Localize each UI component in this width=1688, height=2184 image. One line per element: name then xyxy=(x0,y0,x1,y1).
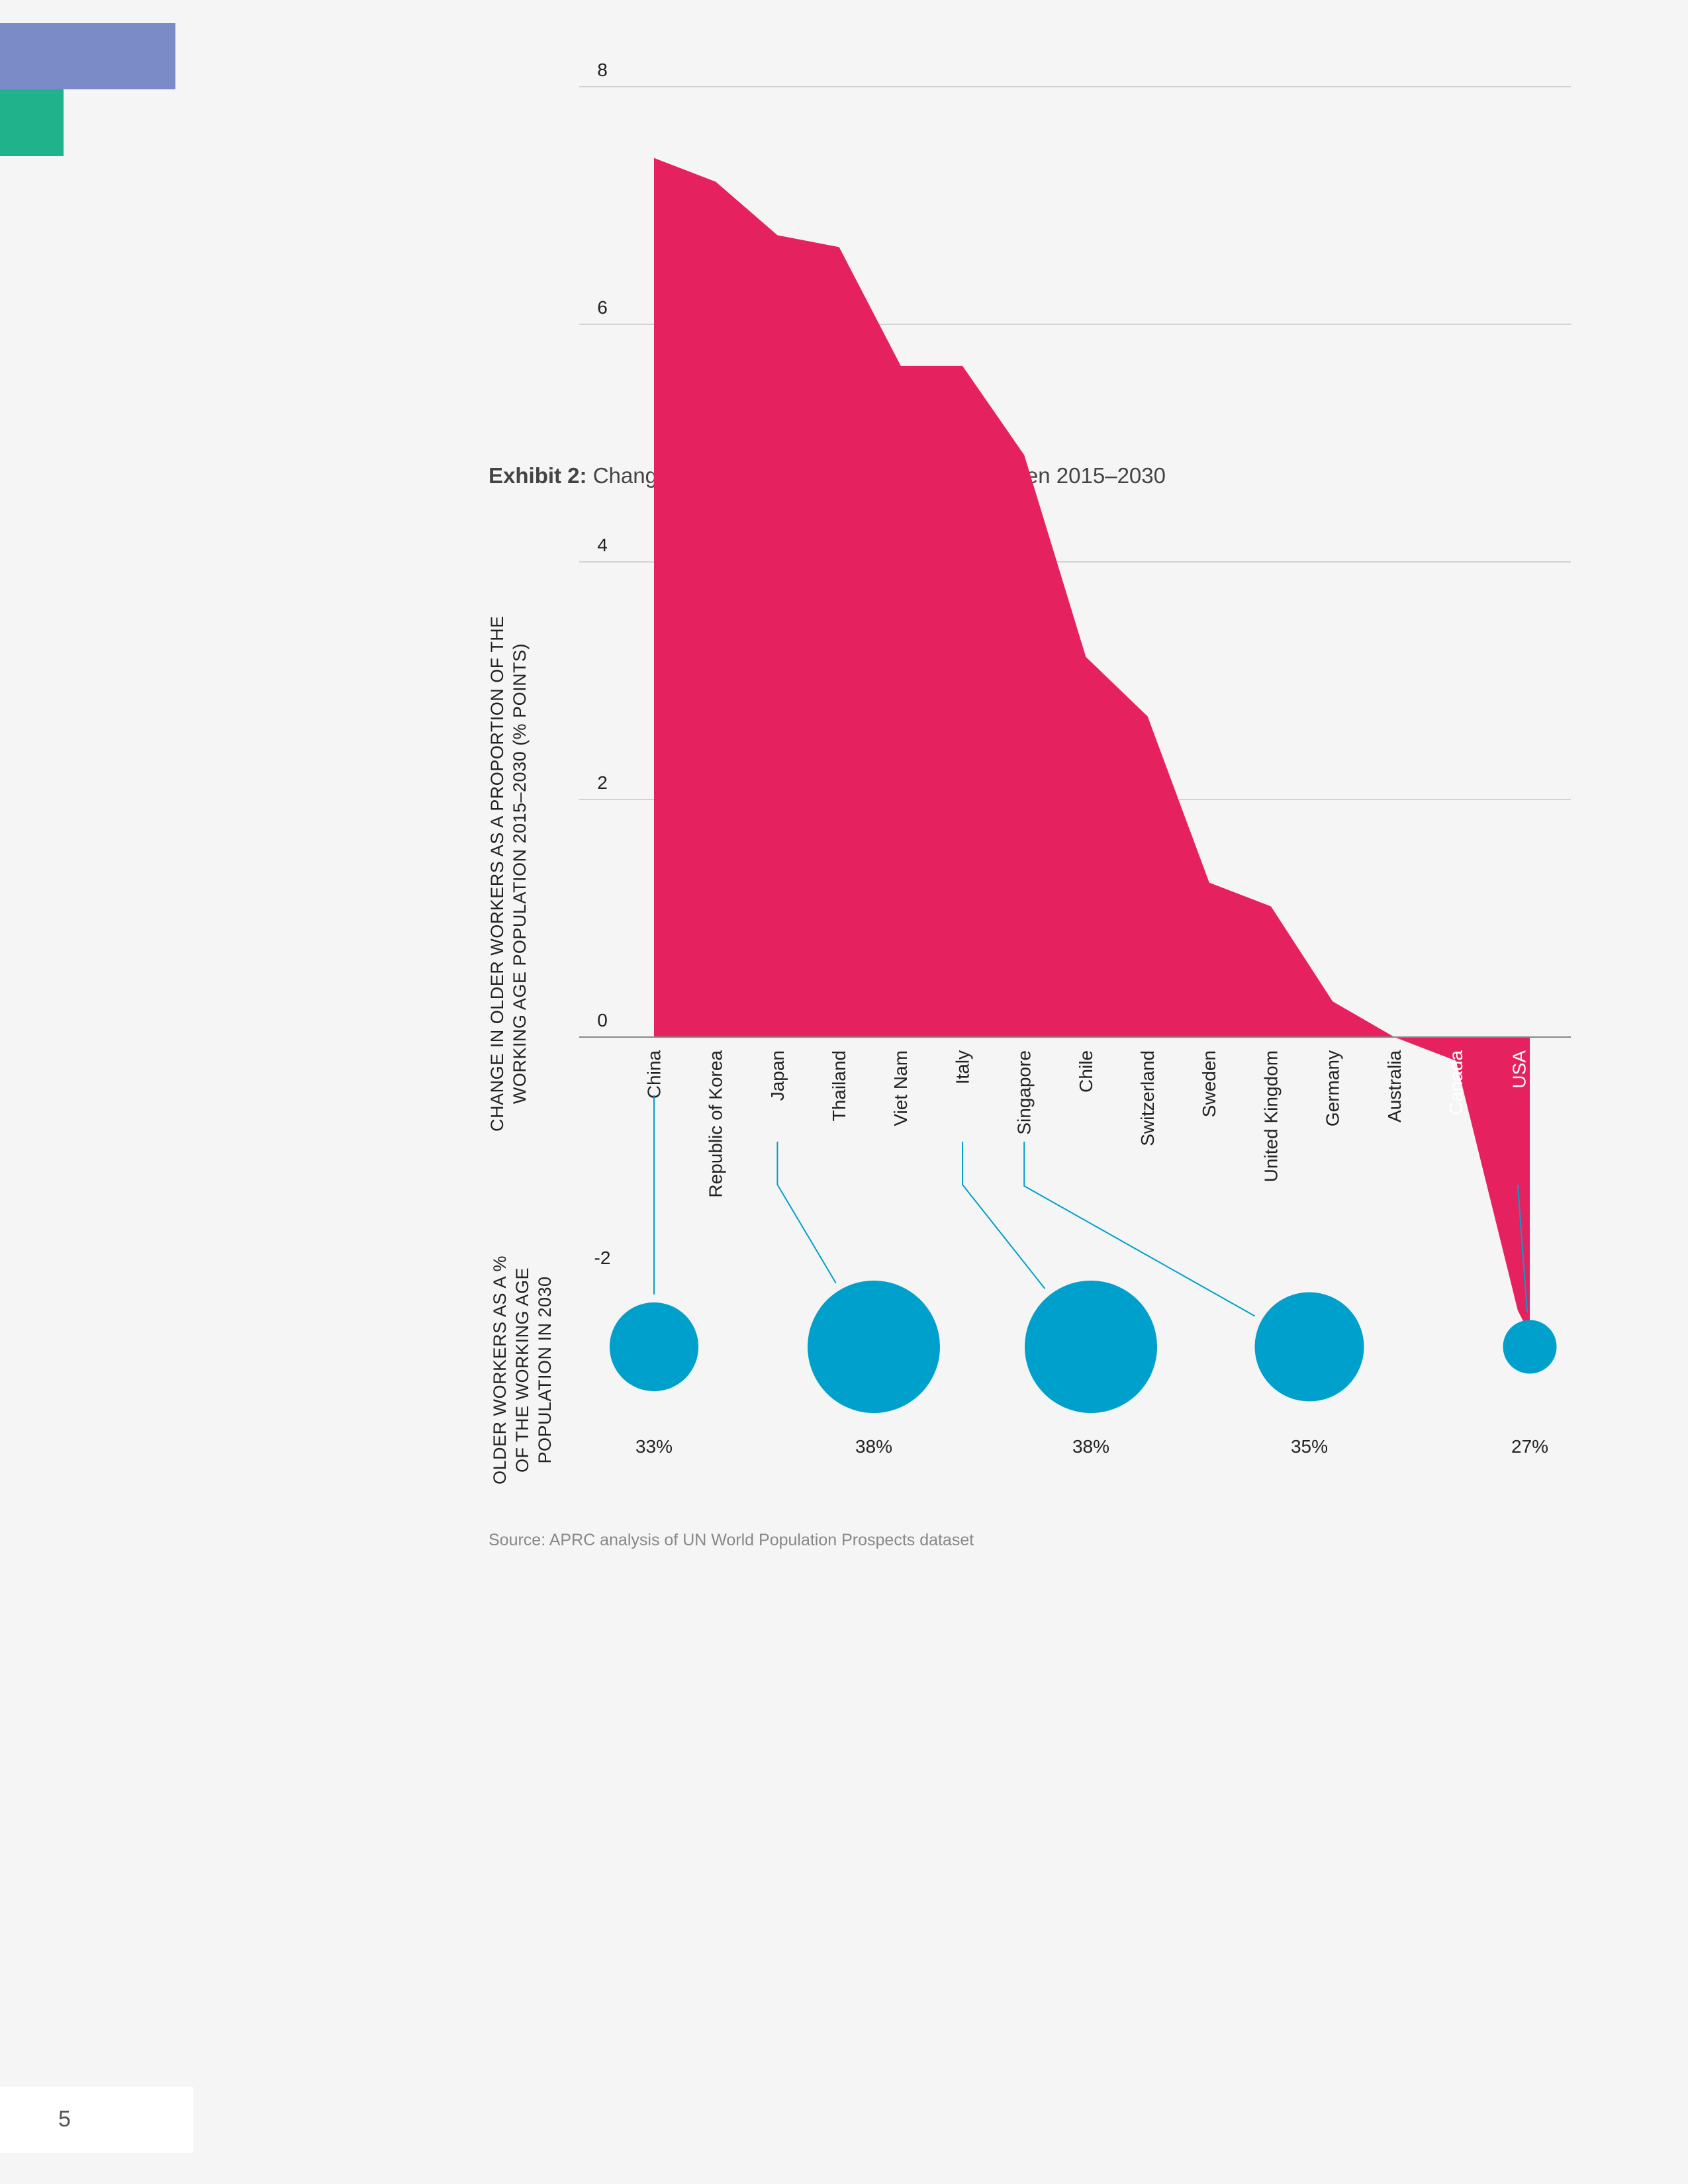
category-label: Switzerland xyxy=(1137,1050,1158,1146)
bubble-leader-line xyxy=(1023,1142,1256,1317)
bubble xyxy=(609,1302,699,1392)
category-label: Viet Nam xyxy=(890,1050,911,1126)
y-tick-label: 6 xyxy=(597,297,608,318)
y-tick-label: -2 xyxy=(594,1248,611,1268)
category-label: USA xyxy=(1509,1050,1529,1089)
bubble-leader-line xyxy=(962,1142,1046,1289)
y-axis-title-line: WORKING AGE POPULATION 2015–2030 (% POIN… xyxy=(510,643,530,1104)
area-series xyxy=(654,158,1530,1334)
bubble xyxy=(1254,1292,1364,1402)
category-label: Australia xyxy=(1384,1050,1405,1122)
category-label: Sweden xyxy=(1199,1050,1219,1117)
bubble-value-label: 33% xyxy=(635,1436,673,1457)
category-label: China xyxy=(643,1050,664,1099)
bubble-value-label: 35% xyxy=(1291,1436,1328,1457)
bubble-value-label: 27% xyxy=(1511,1436,1548,1457)
bubble xyxy=(1025,1281,1157,1413)
y-tick-label: 2 xyxy=(597,772,608,793)
category-label: Singapore xyxy=(1014,1050,1035,1135)
bubble-value-label: 38% xyxy=(855,1436,892,1457)
exhibit-label: Exhibit 2: xyxy=(489,463,587,488)
bubble-axis-title: OLDER WORKERS AS A % OF THE WORKING AGE PO… xyxy=(490,1255,555,1484)
y-axis-title: CHANGE IN OLDER WORKERS AS A PROPORTION … xyxy=(487,615,530,1132)
source-note: Source: APRC analysis of UN World Popula… xyxy=(489,1531,974,1549)
category-label: Canada xyxy=(1446,1050,1466,1116)
bubble-axis-title-line: POPULATION IN 2030 xyxy=(535,1276,555,1463)
bubble-axis-title-line: OF THE WORKING AGE xyxy=(512,1267,532,1473)
category-label: Germany xyxy=(1323,1050,1343,1126)
bubble-leader-line xyxy=(776,1142,837,1284)
category-label: Chile xyxy=(1076,1050,1096,1093)
page-number: 5 xyxy=(58,2107,71,2132)
bubble xyxy=(808,1281,940,1413)
decorative-blue-block xyxy=(0,23,175,89)
category-label: Thailand xyxy=(829,1050,849,1121)
y-tick-label: 0 xyxy=(597,1010,608,1030)
category-label: Japan xyxy=(767,1050,788,1101)
decorative-green-block xyxy=(0,89,64,156)
y-axis-title-line: CHANGE IN OLDER WORKERS AS A PROPORTION … xyxy=(487,615,507,1132)
category-label: Republic of Korea xyxy=(706,1050,726,1198)
bubble-axis-title-line: OLDER WORKERS AS A % xyxy=(490,1255,510,1484)
bubble-value-label: 38% xyxy=(1072,1436,1109,1457)
bubble-leader-line xyxy=(1517,1184,1528,1312)
page-number-box xyxy=(0,2087,193,2153)
y-tick-label: 4 xyxy=(597,535,608,555)
y-tick-label: 8 xyxy=(597,60,608,80)
category-label: Italy xyxy=(952,1050,972,1084)
category-label: United Kingdom xyxy=(1260,1050,1281,1182)
bubble xyxy=(1503,1320,1557,1374)
